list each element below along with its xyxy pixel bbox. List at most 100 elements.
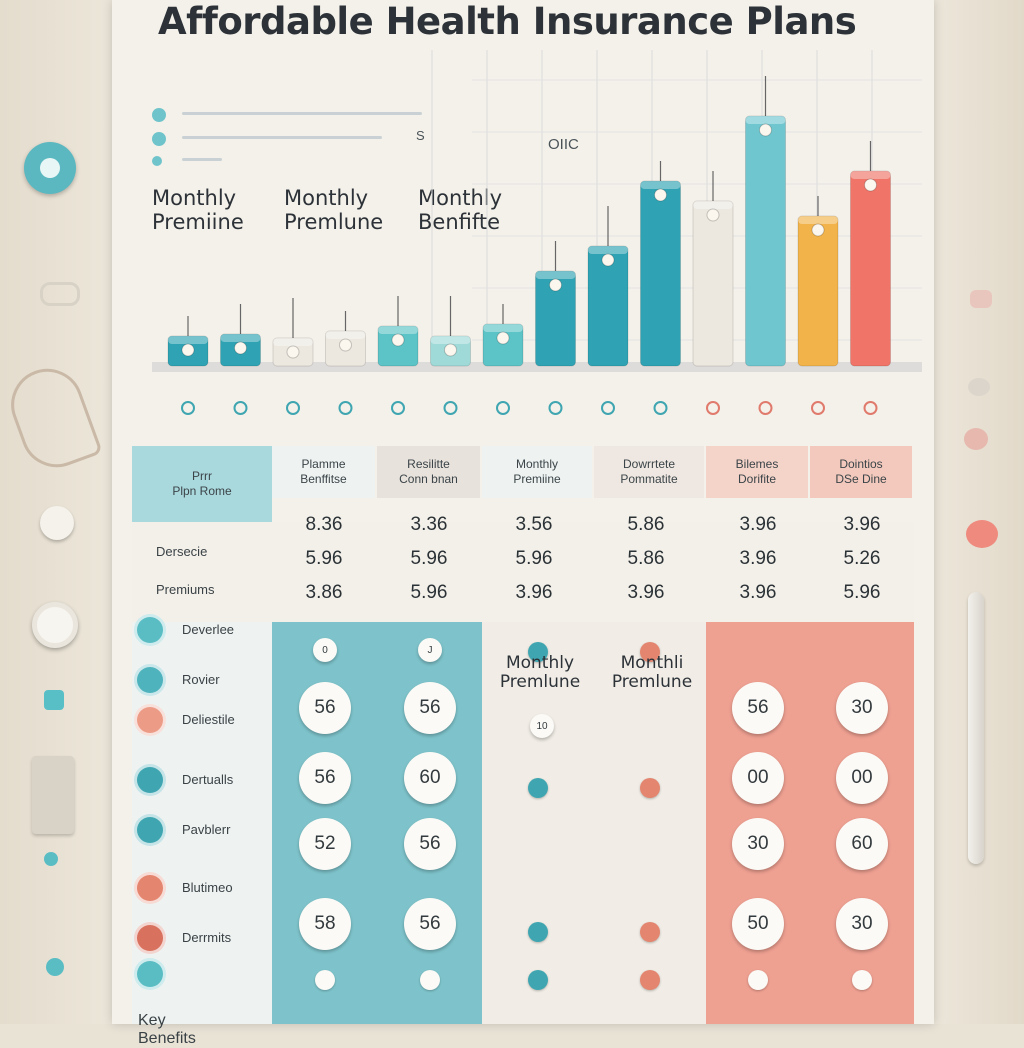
bar xyxy=(482,304,524,367)
small-badge: 0 xyxy=(313,638,337,662)
cell-marker xyxy=(528,922,548,942)
bead-icon xyxy=(964,428,988,450)
table-header-label-cell xyxy=(132,446,272,522)
value-badge: 30 xyxy=(836,682,888,734)
bar-marker xyxy=(653,401,668,415)
cell-marker xyxy=(528,970,548,990)
bar xyxy=(745,76,786,367)
legend-marker xyxy=(152,156,162,166)
row-icon xyxy=(134,704,166,736)
page-title: Affordable Health Insurance Plans xyxy=(158,0,857,43)
bar-marker xyxy=(706,401,720,415)
small-badge: 10 xyxy=(530,714,554,738)
bar xyxy=(377,296,419,367)
value-badge: 00 xyxy=(732,752,784,804)
bar-marker xyxy=(181,401,195,415)
row-icon xyxy=(134,922,166,954)
bar xyxy=(325,311,366,367)
table-cell: 3.86 xyxy=(305,582,343,603)
table-cell: 3.96 xyxy=(627,582,665,603)
table-cell: 3.96 xyxy=(739,548,777,569)
column-band-coral xyxy=(706,622,914,1024)
pen-icon xyxy=(968,592,984,864)
small-badge: J xyxy=(418,638,442,662)
sponge-icon xyxy=(32,756,74,834)
bar-marker xyxy=(601,401,615,415)
row-label: Rovier xyxy=(182,672,220,687)
bar xyxy=(430,296,471,367)
table-cell: 5.26 xyxy=(843,548,881,569)
middle-label: Monthli Premlune xyxy=(611,653,693,692)
bar xyxy=(692,171,734,367)
value-badge: 56 xyxy=(404,682,456,734)
value-badge: 50 xyxy=(732,898,784,950)
value-badge: 60 xyxy=(836,818,888,870)
row-label: Key Benefits xyxy=(138,1012,196,1047)
bar xyxy=(850,141,891,367)
row-label: Derrmits xyxy=(182,930,232,945)
row-icon xyxy=(134,764,166,796)
row-icon xyxy=(134,872,166,904)
row-icon xyxy=(134,958,166,990)
table-cell: 3.96 xyxy=(739,514,777,535)
value-badge: 56 xyxy=(732,682,784,734)
table-header-cell: Monthly Premiine xyxy=(482,446,592,498)
bar-marker xyxy=(863,401,878,415)
pin-icon xyxy=(44,852,58,866)
legend-line xyxy=(182,136,382,139)
cell-marker xyxy=(528,642,548,662)
cell-marker xyxy=(315,970,335,990)
row-icon xyxy=(134,814,166,846)
badge-icon xyxy=(24,142,76,194)
table-header-cell: Plamme Benffitse xyxy=(272,446,375,498)
cell-marker xyxy=(748,970,768,990)
legend-line xyxy=(182,158,222,161)
table-header-cell: Dointios DSe Dine xyxy=(810,446,912,498)
table-header-cell: Bilemes Dorifite xyxy=(706,446,808,498)
value-badge: 30 xyxy=(836,898,888,950)
table-cell: 5.86 xyxy=(627,548,665,569)
table-cell: 5.96 xyxy=(410,548,448,569)
value-badge: 58 xyxy=(299,898,351,950)
cell-marker xyxy=(852,970,872,990)
value-badge: 56 xyxy=(299,752,351,804)
bar xyxy=(640,161,681,367)
row-label: Deliestile xyxy=(182,712,235,727)
cell-marker xyxy=(640,970,660,990)
table-header-cell: Resilitte Conn bnan xyxy=(377,446,480,498)
legend-note: S xyxy=(416,128,425,143)
bar-chart xyxy=(152,50,922,415)
row-icon xyxy=(134,614,166,646)
column-band-teal xyxy=(272,622,482,1024)
bead-icon xyxy=(970,290,992,308)
bar xyxy=(535,241,576,367)
cell-marker xyxy=(420,970,440,990)
table-cell: 3.56 xyxy=(515,514,553,535)
legend-label: OIIC xyxy=(548,136,579,153)
table-cell: 3.96 xyxy=(843,514,881,535)
bar-marker xyxy=(391,401,405,415)
cell-marker xyxy=(640,922,660,942)
table-grid xyxy=(132,522,914,622)
row-label: Dersecie xyxy=(156,544,208,559)
bar xyxy=(220,304,261,367)
bar-marker xyxy=(443,401,458,415)
cell-marker xyxy=(640,642,660,662)
bar xyxy=(272,298,314,367)
row-icon xyxy=(134,664,166,696)
pin-icon xyxy=(46,958,64,976)
bar xyxy=(797,196,839,367)
row-label: Blutimeo xyxy=(182,880,233,895)
table-cell: 8.36 xyxy=(305,514,343,535)
value-badge: 00 xyxy=(836,752,888,804)
bar-marker xyxy=(286,401,300,415)
value-badge: 52 xyxy=(299,818,351,870)
value-badge: 30 xyxy=(732,818,784,870)
bar-marker xyxy=(233,401,248,415)
bar-marker xyxy=(338,401,353,415)
legend-marker xyxy=(152,132,166,146)
bar xyxy=(167,316,209,367)
table-header-cell: Dowrrtete Pommatite xyxy=(594,446,704,498)
table-cell: 5.96 xyxy=(515,548,553,569)
column-header: Monthly Premiine xyxy=(152,186,244,234)
